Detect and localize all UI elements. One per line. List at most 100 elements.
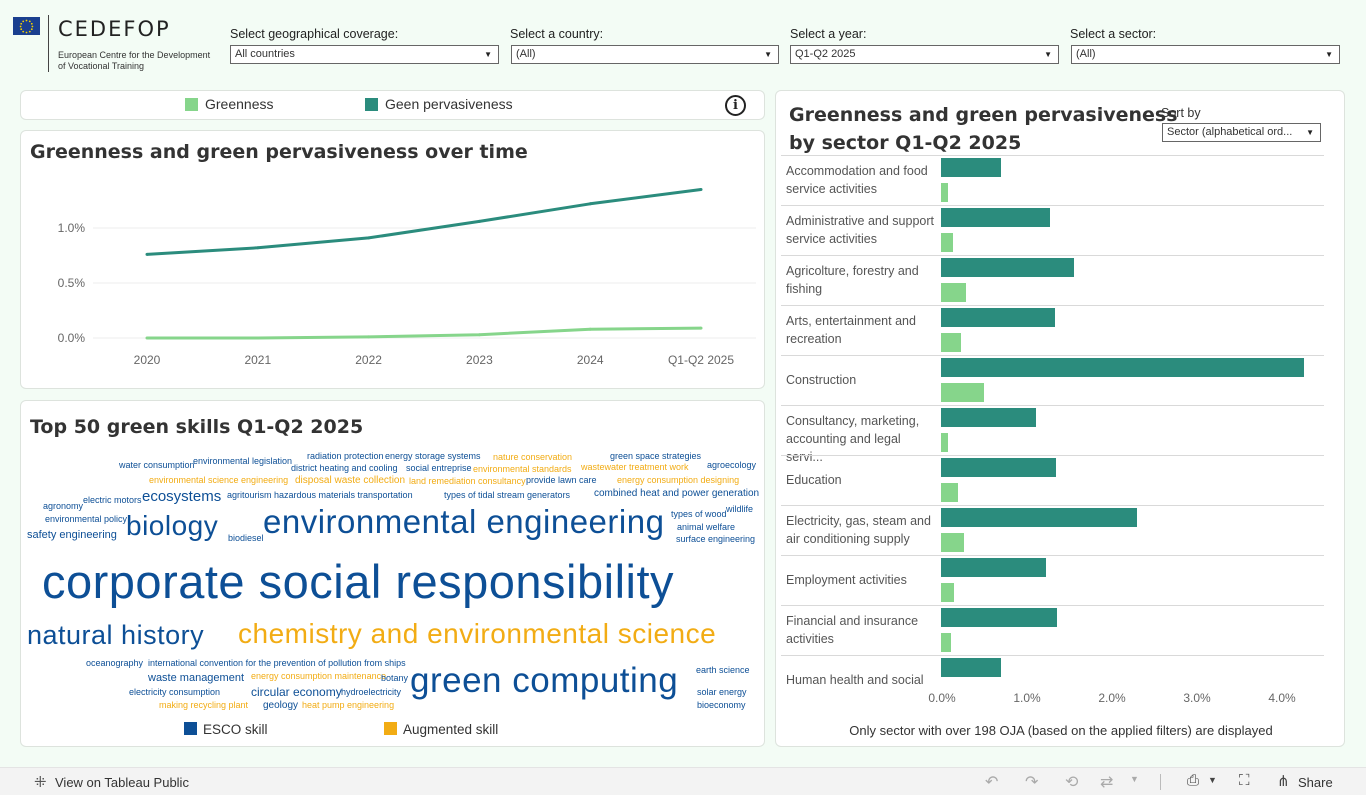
skill-word[interactable]: making recycling plant — [159, 700, 249, 710]
bar-pervasiveness[interactable] — [941, 358, 1304, 377]
skill-word[interactable]: circular economy — [251, 685, 342, 699]
data-point[interactable] — [477, 219, 481, 223]
skill-word[interactable]: corporate social responsibility — [42, 555, 675, 608]
skill-word[interactable]: electric motors — [83, 495, 142, 505]
bar-greenness[interactable] — [941, 633, 952, 652]
bar-greenness[interactable] — [941, 183, 948, 202]
data-point[interactable] — [145, 252, 149, 256]
skill-word[interactable]: hydroelectricity — [341, 687, 402, 697]
data-point[interactable] — [699, 326, 703, 330]
skill-word[interactable]: types of wood — [671, 509, 727, 519]
undo-icon[interactable]: ↶ — [985, 774, 999, 791]
skill-word[interactable]: agronomy — [43, 501, 84, 511]
bar-pervasiveness[interactable] — [941, 558, 1046, 577]
revert-icon[interactable]: ⟲ — [1065, 774, 1079, 791]
skill-word[interactable]: solar energy — [697, 687, 747, 697]
skill-word[interactable]: heat pump engineering — [302, 700, 395, 710]
skill-word[interactable]: land remediation consultancy — [409, 476, 526, 486]
skill-word[interactable]: environmental engineering — [263, 503, 665, 540]
data-point[interactable] — [588, 202, 592, 206]
skill-word[interactable]: international convention for the prevent… — [148, 658, 406, 668]
skill-word[interactable]: radiation protection — [307, 451, 384, 461]
info-icon[interactable]: i — [725, 95, 746, 116]
bar-pervasiveness[interactable] — [941, 458, 1056, 477]
series-line-greenness[interactable] — [147, 326, 702, 340]
data-point[interactable] — [256, 336, 260, 340]
skill-word[interactable]: electricity consumption — [129, 687, 221, 697]
skill-word[interactable]: environmental science engineering — [149, 475, 289, 485]
skill-word[interactable]: biology — [126, 510, 219, 541]
download-dropdown-icon[interactable]: ▼ — [1208, 775, 1217, 785]
skill-word[interactable]: district heating and cooling — [291, 463, 398, 473]
view-on-tableau-link[interactable]: View on Tableau Public — [55, 775, 189, 790]
fullscreen-icon[interactable]: ⛶ — [1239, 772, 1250, 789]
skill-word[interactable]: energy consumption maintenance — [251, 671, 387, 681]
bar-greenness[interactable] — [941, 283, 966, 302]
skill-word[interactable]: animal welfare — [677, 522, 736, 532]
bar-greenness[interactable] — [941, 233, 953, 252]
data-point[interactable] — [477, 333, 481, 337]
skill-word[interactable]: safety engineering — [27, 529, 117, 541]
refresh-dropdown-icon[interactable]: ▼ — [1130, 774, 1139, 784]
skill-word[interactable]: oceanography — [86, 658, 144, 668]
bar-greenness[interactable] — [941, 333, 962, 352]
skill-word[interactable]: combined heat and power generation — [594, 488, 760, 499]
bar-greenness[interactable] — [941, 533, 964, 552]
skill-word[interactable]: wastewater treatment work — [581, 462, 689, 472]
skill-word[interactable]: waste management — [148, 672, 244, 684]
bar-pervasiveness[interactable] — [941, 308, 1055, 327]
skill-word[interactable]: environmental standards — [473, 464, 572, 474]
skill-word[interactable]: energy storage systems — [385, 451, 481, 461]
data-point[interactable] — [699, 188, 703, 191]
skill-word[interactable]: chemistry and environmental science — [238, 618, 717, 649]
skill-word[interactable]: green space strategies — [610, 451, 702, 461]
filter-geo-select[interactable]: All countries ▼ — [230, 45, 499, 64]
filter-sector-select[interactable]: (All) ▼ — [1071, 45, 1340, 64]
bar-pervasiveness[interactable] — [941, 258, 1075, 277]
skill-word[interactable]: hazardous materials transportation — [274, 490, 413, 500]
skill-word[interactable]: provide lawn care — [526, 475, 597, 485]
skill-word[interactable]: environmental legislation — [193, 456, 293, 466]
refresh-icon[interactable]: ⇄ — [1100, 774, 1114, 791]
bar-pervasiveness[interactable] — [941, 608, 1058, 627]
download-icon[interactable]: ⎙ — [1187, 772, 1200, 789]
skill-word[interactable]: ecosystems — [142, 488, 222, 505]
bar-greenness[interactable] — [941, 433, 948, 452]
series-line-pervasiveness[interactable] — [146, 188, 702, 256]
bar-pervasiveness[interactable] — [941, 158, 1001, 177]
data-point[interactable] — [588, 327, 592, 331]
skill-word[interactable]: wildlife — [726, 504, 754, 514]
skill-word[interactable]: environmental policy — [45, 514, 128, 524]
skill-word[interactable]: geology — [263, 700, 299, 711]
sort-select[interactable]: Sector (alphabetical ord... ▼ — [1162, 123, 1321, 142]
bar-pervasiveness[interactable] — [941, 658, 1002, 677]
data-point[interactable] — [367, 335, 371, 339]
skill-word[interactable]: biodiesel — [228, 533, 264, 543]
skill-word[interactable]: bioeconomy — [697, 700, 746, 710]
skill-word[interactable]: earth science — [696, 665, 750, 675]
share-icon[interactable]: ⋔ — [1277, 773, 1290, 790]
bar-greenness[interactable] — [941, 583, 954, 602]
bar-pervasiveness[interactable] — [941, 408, 1037, 427]
bar-greenness[interactable] — [941, 483, 958, 502]
skill-word[interactable]: nature conservation — [493, 452, 573, 462]
filter-country-select[interactable]: (All) ▼ — [511, 45, 779, 64]
bar-pervasiveness[interactable] — [941, 208, 1050, 227]
data-point[interactable] — [367, 236, 371, 240]
bar-greenness[interactable] — [941, 383, 985, 402]
skill-word[interactable]: surface engineering — [676, 534, 756, 544]
skill-word[interactable]: agritourism — [227, 490, 272, 500]
skill-word[interactable]: green computing — [410, 661, 679, 700]
skill-word[interactable]: social entreprise — [406, 463, 472, 473]
skill-word[interactable]: types of tidal stream generators — [444, 490, 571, 500]
skill-word[interactable]: energy consumption designing — [617, 475, 740, 485]
data-point[interactable] — [145, 336, 149, 340]
data-point[interactable] — [256, 246, 260, 250]
skill-word[interactable]: water consumption — [119, 460, 195, 470]
skill-word[interactable]: natural history — [27, 620, 205, 650]
bar-pervasiveness[interactable] — [941, 508, 1138, 527]
filter-year-select[interactable]: Q1-Q2 2025 ▼ — [790, 45, 1059, 64]
redo-icon[interactable]: ↷ — [1025, 774, 1039, 791]
skill-word[interactable]: agroecology — [707, 460, 757, 470]
skill-word[interactable]: botany — [381, 673, 409, 683]
